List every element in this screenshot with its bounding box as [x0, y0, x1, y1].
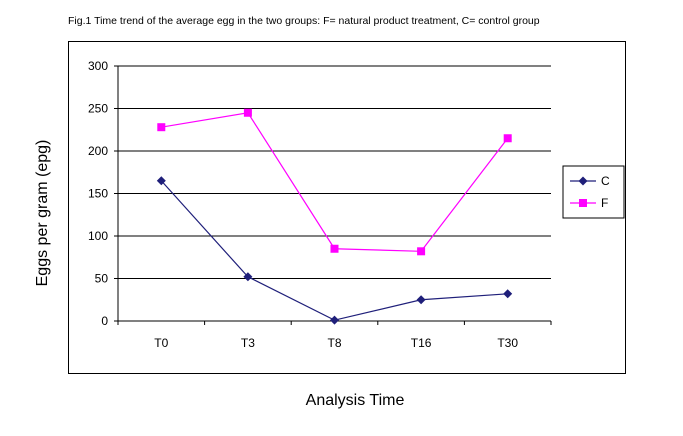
y-tick-label-150: 150	[88, 187, 108, 201]
data-point-c-t30	[503, 289, 513, 299]
y-tick-label-0: 0	[101, 314, 108, 328]
data-point-f-t16	[417, 247, 426, 256]
figure-caption: Fig.1 Time trend of the average egg in t…	[68, 15, 540, 27]
data-point-f-t3	[243, 108, 252, 117]
data-point-f-t0	[157, 123, 166, 132]
x-tick-label-t8: T8	[327, 336, 341, 350]
data-point-c-t16	[416, 295, 426, 305]
x-axis-label: Analysis Time	[305, 392, 405, 409]
legend-label-c: C	[601, 174, 610, 188]
legend-marker-c	[578, 176, 588, 186]
legend-box	[562, 165, 625, 219]
data-point-c-t8	[330, 315, 339, 325]
y-tick-label-300: 300	[88, 59, 108, 73]
data-point-f-t30	[503, 134, 512, 143]
data-point-f-t8	[330, 244, 339, 253]
y-tick-label-100: 100	[88, 229, 108, 243]
x-tick-label-t30: T30	[497, 336, 518, 350]
y-tick-label-200: 200	[88, 144, 108, 158]
x-tick-label-t3: T3	[241, 336, 255, 350]
chart-frame	[68, 41, 626, 374]
x-tick-label-t0: T0	[154, 336, 168, 350]
data-point-c-t0	[156, 176, 166, 186]
x-tick-label-t16: T16	[411, 336, 432, 350]
series-line-f	[161, 112, 509, 252]
legend-label-f: F	[601, 196, 608, 210]
y-tick-label-50: 50	[95, 272, 109, 286]
data-point-c-t3	[243, 272, 253, 282]
y-tick-label-250: 250	[88, 102, 108, 116]
legend-marker-f	[579, 199, 587, 207]
